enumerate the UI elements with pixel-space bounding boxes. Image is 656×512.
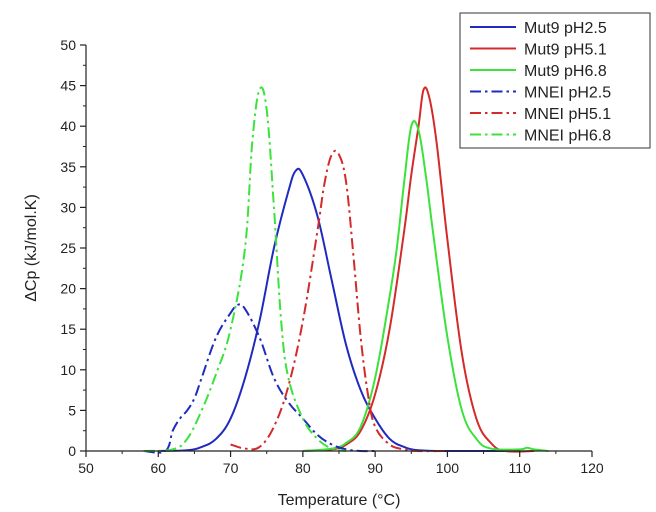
series-line-1 [158,167,520,453]
legend-label-6: MNEI pH6.8 [524,128,611,145]
y-tick-label: 45 [60,78,76,94]
y-tick-label: 40 [60,118,76,134]
legend: Mut9 pH2.5 Mut9 pH5.1 Mut9 pH6.8 MNEI pH2.5… [459,12,651,149]
plot-lines [143,86,549,454]
x-axis-title: Temperature (°C) [278,492,401,509]
x-tick-label: 70 [223,460,239,476]
legend-label-3: Mut9 pH6.8 [524,63,607,80]
y-tick-label: 10 [60,362,76,378]
series-line-6 [143,86,347,452]
y-tick-label: 15 [60,321,76,337]
series-line-5 [230,149,448,453]
legend-label-4: MNEI pH2.5 [524,85,611,102]
series-line-3 [302,119,549,452]
y-tick-label: 5 [68,402,76,418]
x-tick-label: 100 [436,460,460,476]
legend-label-1: Mut9 pH2.5 [524,20,607,37]
series-line-4 [143,303,376,454]
x-tick-label: 120 [580,460,604,476]
ticks: 50 60 70 80 90 100 110 120 0 5 10 15 20 25 30 35 40 45 50 [60,37,603,476]
legend-box [459,12,651,149]
legend-label-2: Mut9 pH5.1 [524,42,607,59]
y-tick-label: 35 [60,159,76,175]
series-line-2 [302,86,535,453]
legend-label-5: MNEI pH5.1 [524,106,611,123]
x-tick-label: 50 [78,460,94,476]
x-tick-label: 80 [295,460,311,476]
y-tick-label: 0 [68,443,76,459]
y-tick-label: 25 [60,240,76,256]
y-tick-label: 50 [60,37,76,53]
y-axis-title: ΔCp (kJ/mol.K) [23,194,40,302]
y-tick-label: 30 [60,199,76,215]
y-tick-label: 20 [60,281,76,297]
x-tick-label: 90 [367,460,383,476]
x-tick-label: 60 [150,460,166,476]
x-tick-label: 110 [509,460,532,476]
